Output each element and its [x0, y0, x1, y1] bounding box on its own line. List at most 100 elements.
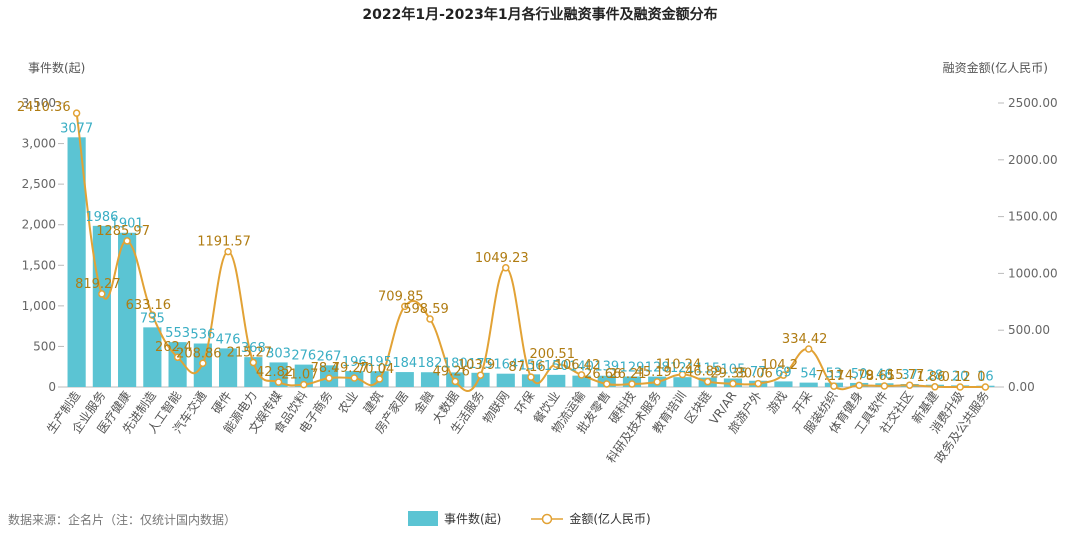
amount-value-label: 14.79	[837, 368, 874, 383]
amount-value-label: 103.9	[458, 358, 495, 373]
amount-point	[577, 371, 586, 379]
right-axis-tick-label: 2000.00	[1008, 153, 1058, 167]
amount-value-label: 49.26	[433, 364, 470, 379]
amount-point	[274, 378, 283, 386]
amount-value-label: 79.27	[332, 361, 369, 376]
amount-point	[98, 290, 106, 298]
bar-value-label: 196	[342, 355, 367, 370]
left-axis-tick-label: 2,000	[22, 218, 56, 232]
amount-value-label: 2410.36	[17, 100, 71, 115]
bar	[547, 374, 566, 387]
amount-point	[451, 377, 460, 386]
bar-value-label: 368	[241, 341, 266, 356]
chart-title: 2022年1月-2023年1月各行业融资事件及融资金额分布	[362, 7, 718, 23]
bar-value-label: 69	[775, 365, 792, 380]
amount-point	[754, 379, 762, 388]
right-axis-tick-label: 1500.00	[1008, 210, 1058, 224]
amount-value-label: 70.04	[357, 362, 394, 377]
amount-point	[224, 247, 232, 256]
bar-value-label: 1986	[85, 210, 118, 225]
amount-value-label: 1285.97	[96, 224, 150, 239]
amount-point	[527, 373, 535, 381]
bar	[294, 364, 313, 387]
amount-value-label: 709.85	[378, 289, 424, 304]
bar-value-label: 129	[620, 361, 645, 376]
amount-value-label: 15.77	[887, 368, 924, 383]
bar	[218, 348, 238, 387]
bar-value-label: 3077	[60, 121, 93, 136]
amount-value-label: 1.86	[916, 370, 945, 385]
legend-label-events: 事件数(起)	[444, 512, 502, 526]
legend-item-events[interactable]: 事件数(起)	[408, 510, 501, 527]
amount-value-label: 78.4	[311, 361, 340, 376]
bar-value-label: 164	[493, 358, 518, 373]
amount-value-label: 30.06	[736, 367, 773, 382]
amount-value-label: 1049.23	[475, 251, 529, 266]
right-axis-title: 融资金额(亿人民币)	[942, 61, 1048, 75]
amount-point	[804, 345, 813, 353]
amount-value-label: 334.42	[782, 332, 828, 347]
left-axis-tick-label: 3,000	[22, 137, 56, 151]
data-source-note: 数据来源：企名片（注：仅统计国内数据）	[8, 513, 237, 527]
amount-point	[628, 380, 636, 388]
amount-point	[678, 370, 687, 379]
bar	[118, 232, 137, 387]
amount-point	[931, 383, 939, 391]
bar-value-label: 175	[468, 357, 493, 372]
legend-label-amount: 金额(亿人民币)	[569, 512, 651, 526]
amount-value-label: 208.86	[176, 346, 222, 361]
bar-value-label: 156	[519, 358, 544, 373]
amount-point	[350, 374, 359, 382]
amount-point	[123, 237, 131, 245]
bar	[673, 377, 692, 387]
amount-value-label: 215.27	[227, 346, 273, 361]
amount-point	[552, 360, 560, 368]
amount-value-label: 104.2	[761, 358, 798, 373]
bar-value-label: 128	[645, 361, 670, 376]
amount-point	[703, 377, 712, 386]
amount-value-label: 45.19	[635, 365, 672, 380]
bar-value-label: 150	[544, 359, 569, 374]
bar-value-label: 182	[418, 356, 443, 371]
bar-value-label: 140	[569, 360, 594, 375]
amount-point	[325, 374, 333, 382]
bar-value-label: 115	[695, 362, 720, 377]
bar-value-label: 16	[977, 370, 994, 385]
left-axis-tick-label: 2,500	[22, 177, 56, 191]
right-axis-tick-label: 0.00	[1008, 380, 1035, 394]
bar	[244, 357, 263, 387]
bar-value-label: 195	[367, 355, 392, 370]
legend-bar-swatch	[408, 511, 438, 526]
bar-value-label: 536	[190, 328, 215, 343]
legend-line-swatch	[531, 513, 564, 524]
amount-value-label: 26.66	[584, 367, 621, 382]
right-axis-tick-label: 2500.00	[1008, 96, 1058, 110]
bar-value-label: 54	[800, 367, 817, 382]
legend-item-amount[interactable]: 金额(亿人民币)	[531, 510, 651, 527]
bar	[799, 382, 818, 387]
amount-value-label: 87.16	[508, 360, 545, 375]
bar-value-label: 37	[901, 368, 918, 383]
bar	[92, 225, 111, 387]
bar-value-label: 476	[216, 332, 241, 347]
amount-point	[981, 383, 990, 391]
left-axis-tick-label: 1,000	[22, 299, 56, 313]
amount-value-label: 21.07	[281, 368, 318, 383]
bar-value-label: 303	[266, 346, 291, 361]
x-axis-category-label: 物联网	[480, 389, 512, 427]
bar-value-label: 184	[392, 356, 417, 371]
amount-point	[300, 380, 308, 389]
left-axis-tick-label: 500	[33, 339, 56, 353]
amount-point	[830, 382, 838, 390]
amount-point	[426, 315, 434, 323]
amount-value-label: 598.59	[403, 302, 449, 317]
amount-point	[148, 311, 157, 319]
bar-value-label: 139	[594, 360, 619, 375]
amount-point	[956, 383, 964, 391]
bar	[572, 375, 591, 387]
amount-value-label: 46.89	[685, 365, 722, 380]
amount-point	[602, 380, 611, 388]
bar-value-label: 553	[165, 326, 190, 341]
right-axis-tick-label: 1000.00	[1008, 266, 1058, 280]
x-axis-category-label: 建筑	[360, 388, 386, 416]
